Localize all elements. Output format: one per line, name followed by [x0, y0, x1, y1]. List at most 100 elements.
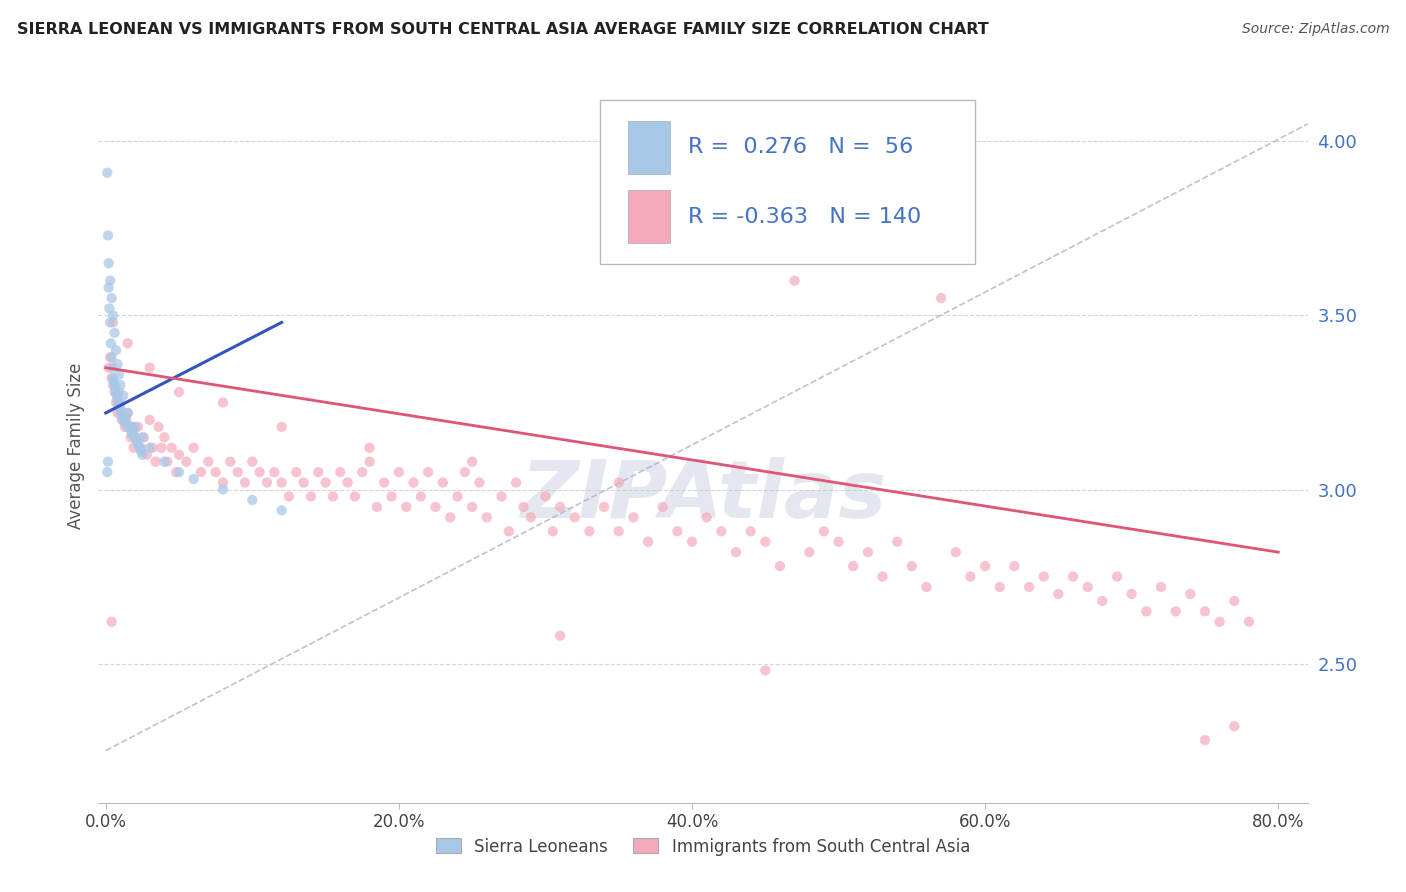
FancyBboxPatch shape	[628, 190, 671, 244]
Point	[100, 291, 122, 305]
Point	[1077, 580, 1099, 594]
Point	[105, 395, 128, 409]
Point	[263, 465, 285, 479]
Point	[112, 413, 135, 427]
Point	[176, 455, 198, 469]
Point	[110, 395, 132, 409]
Point	[190, 465, 212, 479]
Point	[343, 490, 366, 504]
Point	[754, 664, 776, 678]
Point	[100, 371, 122, 385]
Point	[118, 420, 141, 434]
Point	[145, 455, 167, 469]
Point	[240, 455, 263, 469]
Point	[974, 559, 997, 574]
Point	[498, 524, 520, 539]
Point	[125, 434, 148, 448]
Point	[101, 360, 124, 375]
Point	[915, 580, 938, 594]
Point	[564, 510, 586, 524]
Point	[329, 465, 352, 479]
Point	[681, 534, 703, 549]
Point	[322, 490, 344, 504]
Text: R =  0.276   N =  56: R = 0.276 N = 56	[689, 137, 914, 157]
Point	[127, 420, 149, 434]
Point	[1091, 594, 1114, 608]
Point	[108, 399, 131, 413]
Point	[988, 580, 1011, 594]
Point	[373, 475, 395, 490]
Point	[101, 378, 124, 392]
Point	[167, 465, 190, 479]
Point	[165, 465, 187, 479]
Point	[1062, 569, 1084, 583]
Point	[138, 413, 160, 427]
Point	[315, 475, 337, 490]
Point	[240, 492, 263, 507]
Point	[813, 524, 835, 539]
Point	[270, 503, 292, 517]
Point	[167, 385, 190, 400]
Point	[103, 385, 125, 400]
Point	[160, 441, 183, 455]
Point	[142, 441, 165, 455]
Point	[270, 475, 292, 490]
Point	[226, 465, 249, 479]
Point	[1223, 594, 1246, 608]
Point	[842, 559, 865, 574]
Point	[197, 455, 219, 469]
Point	[110, 406, 132, 420]
Point	[105, 385, 128, 400]
Point	[607, 475, 630, 490]
Point	[256, 475, 278, 490]
Point	[468, 475, 491, 490]
Point	[107, 406, 129, 420]
Point	[432, 475, 454, 490]
Point	[505, 475, 527, 490]
Point	[1047, 587, 1070, 601]
Point	[100, 350, 122, 364]
Text: Source: ZipAtlas.com: Source: ZipAtlas.com	[1241, 22, 1389, 37]
Point	[336, 475, 359, 490]
Point	[578, 524, 600, 539]
Point	[156, 455, 179, 469]
Point	[132, 430, 155, 444]
Point	[118, 420, 141, 434]
Point	[307, 465, 329, 479]
Point	[548, 500, 571, 514]
FancyBboxPatch shape	[600, 100, 976, 264]
Point	[115, 417, 138, 431]
Point	[1135, 604, 1157, 618]
Point	[1223, 719, 1246, 733]
Point	[1208, 615, 1230, 629]
Point	[103, 326, 125, 340]
Point	[425, 500, 447, 514]
Point	[945, 545, 967, 559]
Point	[1121, 587, 1143, 601]
Point	[114, 413, 136, 427]
Point	[249, 465, 271, 479]
Point	[637, 534, 659, 549]
Point	[446, 490, 468, 504]
Point	[107, 357, 129, 371]
Legend: Sierra Leoneans, Immigrants from South Central Asia: Sierra Leoneans, Immigrants from South C…	[429, 831, 977, 863]
Point	[292, 475, 315, 490]
Point	[107, 395, 129, 409]
Point	[120, 430, 142, 444]
Text: R = -0.363   N = 140: R = -0.363 N = 140	[689, 207, 922, 227]
Point	[352, 465, 374, 479]
Point	[219, 455, 242, 469]
Point	[929, 291, 952, 305]
FancyBboxPatch shape	[628, 120, 671, 174]
Point	[872, 569, 894, 583]
Point	[395, 500, 418, 514]
Point	[212, 395, 235, 409]
Point	[107, 392, 129, 406]
Point	[1018, 580, 1040, 594]
Point	[461, 500, 484, 514]
Point	[475, 510, 498, 524]
Point	[740, 524, 762, 539]
Point	[121, 426, 143, 441]
Point	[593, 500, 616, 514]
Point	[607, 524, 630, 539]
